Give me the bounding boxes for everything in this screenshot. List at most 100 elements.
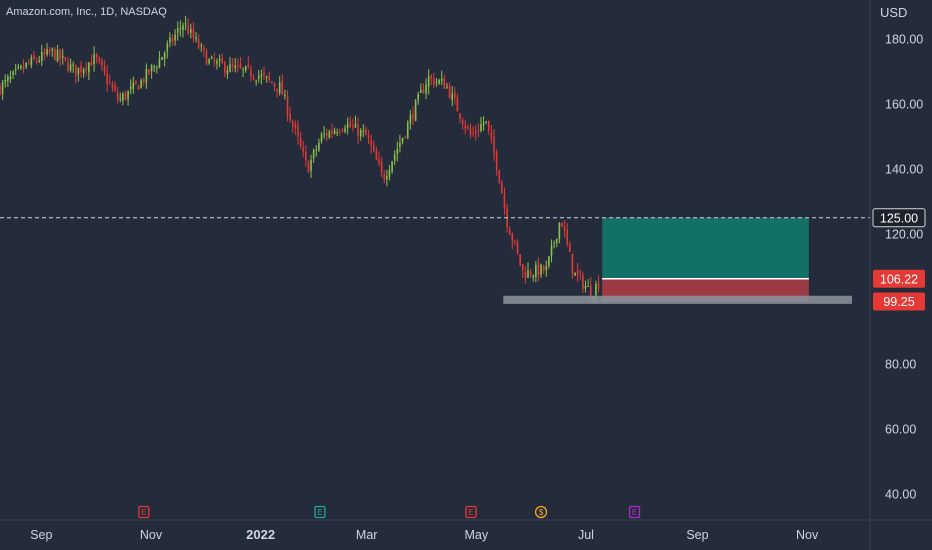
candle-body — [75, 64, 77, 77]
candle-body — [17, 66, 20, 68]
candle-body — [237, 65, 239, 67]
candle-body — [339, 131, 341, 133]
candle-body — [446, 86, 448, 88]
candle-body — [535, 265, 537, 278]
candle-body — [310, 159, 312, 172]
candle-body — [108, 82, 111, 84]
candle-body — [46, 48, 48, 55]
event-letter: E — [632, 508, 637, 517]
candle-body — [200, 45, 203, 47]
candle-body — [7, 77, 9, 82]
candle-body — [367, 134, 370, 139]
candle-body — [56, 50, 59, 62]
candle-body — [380, 161, 383, 173]
candle-body — [584, 285, 587, 289]
candle-body — [307, 161, 310, 173]
stop-price-tag: 99.25 — [883, 295, 914, 309]
time-tick-label: 2022 — [246, 527, 275, 542]
candle-body — [22, 66, 25, 69]
candle-body — [135, 80, 137, 84]
candle-body — [487, 120, 490, 131]
candle-body — [80, 65, 82, 72]
candle-body — [25, 62, 27, 67]
candle-body — [145, 68, 148, 83]
candle-body — [325, 133, 328, 137]
candle-body — [213, 59, 216, 62]
candle-body — [48, 49, 51, 53]
candle-body — [271, 81, 273, 84]
candle-body — [205, 51, 208, 66]
candle-body — [323, 133, 325, 135]
price-tick-label: 60.00 — [885, 423, 916, 437]
candle-body — [365, 128, 367, 135]
candle-body — [284, 94, 286, 97]
candle-body — [569, 244, 571, 252]
candle-body — [161, 56, 163, 60]
candle-body — [422, 89, 425, 94]
candle-body — [391, 161, 393, 172]
candle-body — [346, 123, 349, 129]
candle-body — [30, 57, 33, 66]
candle-body — [320, 134, 323, 142]
candle-body — [61, 55, 64, 58]
candle-body — [495, 152, 498, 170]
candle-body — [315, 149, 318, 151]
candle-body — [579, 273, 582, 275]
candle-body — [69, 64, 72, 71]
event-letter: E — [317, 508, 322, 517]
price-tick-label: 80.00 — [885, 358, 916, 372]
candle-body — [242, 68, 244, 70]
candle-body — [558, 223, 561, 240]
stop-price-tag-bg — [873, 292, 925, 311]
candle-body — [229, 64, 231, 72]
candle-body — [106, 73, 108, 84]
candle-body — [278, 82, 281, 93]
candle-body — [257, 76, 260, 79]
candle-body — [406, 122, 409, 139]
candle-body — [485, 121, 487, 123]
candle-body — [370, 140, 372, 146]
candle-body — [77, 67, 80, 75]
candle-body — [122, 94, 124, 101]
candle-body — [281, 80, 284, 95]
candle-body — [265, 76, 268, 78]
candle-body — [250, 69, 252, 78]
candle-body — [396, 148, 399, 154]
candle-body — [574, 272, 576, 276]
candle-body — [171, 38, 174, 42]
candle-body — [20, 65, 22, 68]
candle-body — [244, 66, 247, 71]
candle-body — [532, 275, 535, 278]
candle-body — [103, 66, 106, 73]
candle-body — [357, 124, 359, 137]
candle-body — [467, 126, 469, 128]
candle-body — [503, 193, 506, 209]
candle-body — [33, 55, 35, 60]
candle-body — [477, 130, 480, 132]
price-line-tag: 125.00 — [880, 211, 918, 225]
event-letter: $ — [539, 508, 544, 517]
candle-body — [67, 62, 69, 71]
candle-body — [529, 271, 532, 276]
candle-body — [9, 76, 12, 80]
candle-body — [597, 282, 600, 289]
candle-body — [333, 130, 336, 134]
candle-body — [430, 75, 433, 78]
candle-body — [527, 269, 529, 278]
candle-body — [354, 123, 357, 128]
currency-label: USD — [880, 5, 908, 20]
candle-body — [43, 51, 46, 55]
candle-body — [514, 241, 516, 243]
candle-body — [472, 133, 474, 135]
candle-body — [0, 85, 1, 95]
candle-body — [540, 264, 542, 275]
candle-body — [571, 253, 574, 275]
zones-layer — [602, 217, 809, 302]
candle-body — [184, 23, 187, 25]
candle-body — [150, 65, 153, 72]
candle-body — [223, 62, 226, 73]
candle-body — [362, 130, 365, 132]
candle-body — [548, 256, 550, 266]
candle-body — [409, 115, 412, 124]
